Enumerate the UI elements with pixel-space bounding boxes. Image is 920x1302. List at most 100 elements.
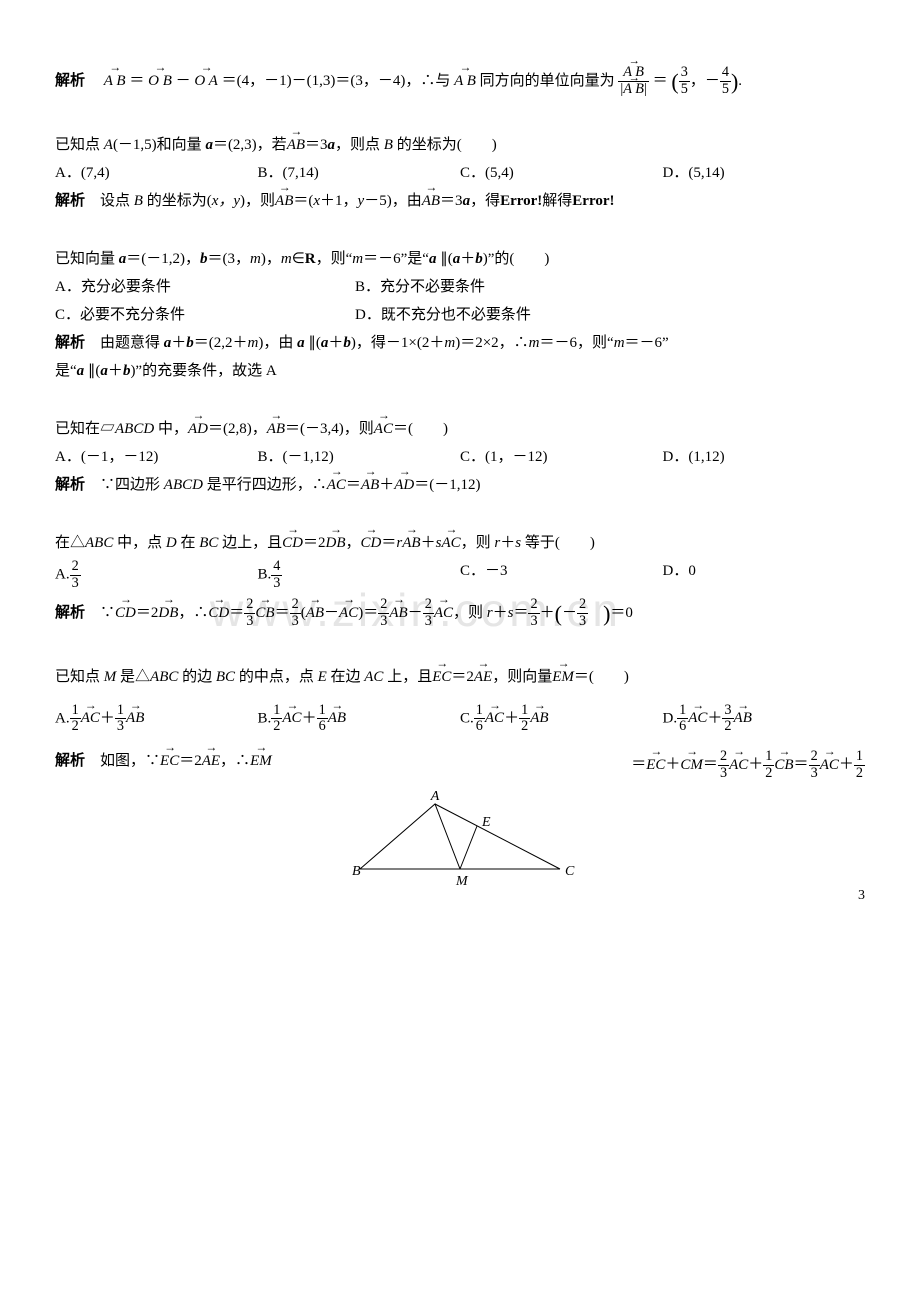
t: 的坐标为(	[143, 193, 212, 209]
vec-ac2: AC	[820, 753, 839, 777]
label: 解析	[55, 605, 85, 621]
t: ，则	[453, 605, 487, 621]
label: 解析	[55, 753, 85, 769]
t: 是平行四边形，∴	[203, 477, 327, 493]
t: ∥(	[84, 363, 100, 379]
vec-ec: EC	[432, 665, 451, 689]
t: ＝	[794, 757, 809, 773]
t: ＝	[129, 73, 144, 89]
q5-solution: 解析 ∵CD＝2DB，∴CD＝23CB＝23(AB－AC)＝23AB－23AC，…	[55, 596, 865, 631]
t: ＝(－1,12)	[414, 477, 480, 493]
t: )，	[261, 251, 281, 267]
t: a	[328, 137, 336, 153]
vec-ac: AC	[441, 531, 460, 555]
t: 设点	[85, 193, 134, 209]
t: 在边	[327, 669, 365, 685]
t: ，－	[690, 73, 720, 89]
t: )”的充要条件，故选 A	[130, 363, 276, 379]
opt-c: C．(1，－12)	[460, 445, 663, 469]
vec-db: DB	[158, 601, 178, 625]
t: ＝2	[179, 753, 202, 769]
t: 解得	[542, 193, 572, 209]
t: ＝－6”	[625, 335, 669, 351]
t: ＝2	[136, 605, 159, 621]
t: ＝2	[303, 535, 326, 551]
frac-unit: A B |A B|	[618, 65, 648, 97]
vec-ac: AC	[339, 601, 358, 625]
t: －	[176, 73, 191, 89]
vec-ab: AB	[306, 601, 324, 625]
t: ＝( )	[393, 421, 448, 437]
t: x，y	[212, 193, 240, 209]
vec-cd2: CD	[361, 531, 382, 555]
f: 12	[854, 749, 865, 781]
t: ＝(2,8)，	[208, 421, 267, 437]
vec-ab: AB	[402, 531, 420, 555]
q3-sol-2: 是“a ∥(a＋b)”的充要条件，故选 A	[55, 359, 865, 383]
t: b	[200, 251, 208, 267]
t: a	[100, 363, 108, 379]
t: ∵	[85, 605, 115, 621]
t: )，得－1×(2＋	[351, 335, 444, 351]
vec-cd: CD	[282, 531, 303, 555]
t: ＝2	[451, 669, 474, 685]
vec-cb: CB	[255, 601, 274, 625]
t: b	[475, 251, 483, 267]
t: ＋	[540, 605, 555, 621]
t: ＋	[839, 757, 854, 773]
q6-solution: 解析 如图，∵EC＝2AE，∴EM ＝EC＋CM＝23AC＋12CB＝23AC＋…	[55, 749, 865, 781]
vec-oa: O A	[194, 69, 217, 93]
t: 在	[177, 535, 200, 551]
label: 解析	[55, 477, 85, 493]
vec-ac: AC	[729, 753, 748, 777]
t: 同方向的单位向量为	[480, 73, 615, 89]
t: ＝(4，－1)－(1,3)＝(3，－4)，∴与	[222, 73, 451, 89]
t: ＝(2,2＋	[194, 335, 248, 351]
t: 的中点，点	[235, 669, 318, 685]
vec-ae: AE	[202, 749, 220, 773]
opt-c: C．必要不充分条件	[55, 303, 355, 327]
vec-db: DB	[326, 531, 346, 555]
t: )，由	[258, 335, 297, 351]
f: 23	[423, 597, 434, 629]
t: 在△	[55, 535, 85, 551]
t: ＝	[381, 535, 396, 551]
t: 边上，且	[218, 535, 282, 551]
question-3: 已知向量 a＝(－1,2)，b＝(3，m)，m∈R，则“m＝－6”是“a ∥(a…	[55, 247, 865, 383]
label: 解析	[55, 193, 85, 209]
t: ＋	[748, 757, 763, 773]
t: ∵四边形	[85, 477, 164, 493]
t: ，得	[470, 193, 500, 209]
t: 的边	[178, 669, 216, 685]
t: 的坐标为( )	[393, 137, 497, 153]
t: )，则	[240, 193, 275, 209]
vec-cd2: CD	[208, 601, 229, 625]
vec-ac: AC	[374, 417, 393, 441]
vec-ab: AB	[361, 473, 379, 497]
t: ＋	[460, 251, 475, 267]
t: ＝(2,3)，若	[213, 137, 287, 153]
q3-stem: 已知向量 a＝(－1,2)，b＝(3，m)，m∈R，则“m＝－6”是“a ∥(a…	[55, 247, 865, 271]
t: BC	[216, 669, 235, 685]
t: D	[166, 535, 177, 551]
opt-a: A.23	[55, 559, 258, 591]
f: 12	[763, 749, 774, 781]
vec-ac2: AC	[434, 601, 453, 625]
vec-cb: CB	[774, 753, 793, 777]
t: ＋	[171, 335, 186, 351]
opt-a: A．(－1，－12)	[55, 445, 258, 469]
opt-d: D．(5,14)	[663, 161, 866, 185]
t: E	[318, 669, 327, 685]
t: ＝(	[293, 193, 313, 209]
opt-a: A．充分必要条件	[55, 275, 355, 299]
t: －5)，由	[364, 193, 422, 209]
t: m	[250, 251, 261, 267]
opt-b: B．充分不必要条件	[355, 275, 865, 299]
t: ＝－6，则“	[540, 335, 614, 351]
t: AC	[364, 669, 383, 685]
vec-ac: AC	[327, 473, 346, 497]
t: ＝(－1,2)，	[126, 251, 200, 267]
t: R	[305, 251, 316, 267]
t: ＋	[421, 535, 436, 551]
fig-c: C	[565, 864, 575, 879]
